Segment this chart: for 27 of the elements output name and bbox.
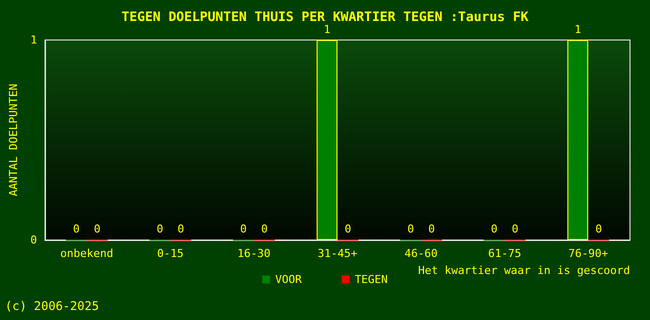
data-label: 1 — [574, 23, 582, 36]
legend-label: VOOR — [275, 273, 302, 286]
data-label: 0 — [240, 222, 247, 236]
x-tick-label: 76-90+ — [568, 247, 608, 260]
x-tick-label: 31-45+ — [318, 247, 358, 260]
x-tick-label: onbekend — [60, 247, 114, 260]
text: (c) 2006-2025 — [5, 299, 99, 313]
data-label: 0 — [595, 222, 602, 236]
data-label: 1 — [324, 23, 330, 36]
data-label: 0 — [428, 222, 435, 236]
legend-label: TEGEN — [354, 273, 388, 286]
x-tick-label: 0-15 — [157, 247, 184, 260]
data-label: 0 — [512, 222, 518, 236]
data-label: 0 — [344, 222, 352, 236]
x-tick-label: 16-30 — [237, 247, 270, 260]
x-tick-label: 46-60 — [404, 247, 438, 260]
chart-title: TEGEN DOELPUNTEN THUIS PER KWARTIER TEGEN :Taurus FK — [122, 10, 529, 25]
data-label: 0 — [156, 222, 164, 236]
x-axis-title: Het kwartier waar in is gescoord — [418, 264, 630, 277]
x-tick-label: 61-75 — [488, 247, 522, 260]
data-label: 0 — [73, 222, 80, 236]
data-label: 0 — [490, 222, 498, 236]
data-label: 0 — [261, 222, 268, 236]
y-axis-title: AANTAL DOELPUNTEN — [7, 84, 20, 196]
data-label: 0 — [407, 222, 414, 236]
data-label: 0 — [94, 222, 101, 236]
data-label: 0 — [177, 222, 184, 236]
